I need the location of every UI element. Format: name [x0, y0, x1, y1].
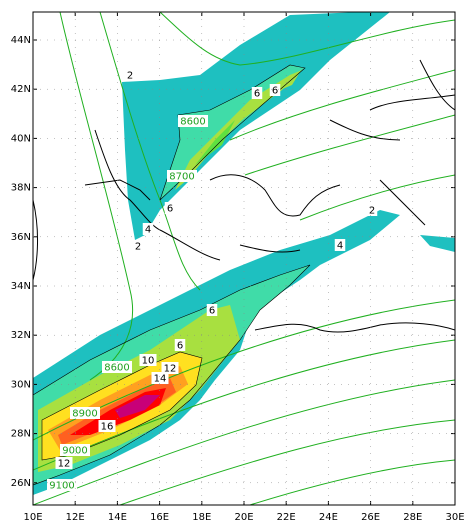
latitude-label: 34N: [11, 281, 31, 292]
contour-label-bg: [161, 362, 179, 374]
longitude-label: 18E: [192, 512, 211, 523]
contour-label: 6: [177, 341, 183, 352]
shade-outer: [420, 235, 455, 252]
latitude-label: 36N: [11, 232, 31, 243]
contour-label: 12: [58, 459, 71, 470]
contour-label-bg: [251, 87, 263, 99]
contour-label: 4: [145, 225, 151, 236]
contour-label: 9100: [49, 481, 74, 492]
longitude-label: 16E: [150, 512, 169, 523]
contour-label: 2: [127, 71, 133, 82]
longitude-label: 30E: [445, 512, 464, 523]
longitude-label: 12E: [66, 512, 85, 523]
contour-label: 2: [135, 242, 141, 253]
longitude-label: 22E: [277, 512, 296, 523]
contour-label: 6: [209, 306, 215, 317]
contour-label: 16: [101, 422, 114, 433]
contour-label: 6: [272, 86, 278, 97]
contour-label-bg: [98, 420, 116, 432]
contour-label-bg: [132, 240, 144, 252]
contour-label-bg: [102, 361, 132, 373]
contour-label-bg: [151, 372, 169, 384]
contour-label-bg: [206, 304, 218, 316]
shade-8: [115, 395, 160, 418]
longitude-label: 24E: [319, 512, 338, 523]
contour-label-bg: [142, 223, 154, 235]
contour-label: 9000: [62, 446, 87, 457]
contour-label-bg: [124, 69, 136, 81]
longitude-label: 26E: [361, 512, 380, 523]
contour-label: 6: [254, 89, 260, 100]
contour-label: 10: [142, 356, 155, 367]
contour-label: 2: [369, 206, 375, 217]
contour-label-bg: [366, 204, 378, 216]
latitude-label: 40N: [11, 133, 31, 144]
contour-label-bg: [70, 407, 100, 419]
contour-label-bg: [178, 115, 208, 127]
latitude-label: 42N: [11, 84, 31, 95]
contour-label-bg: [60, 444, 90, 456]
longitude-label: 28E: [403, 512, 422, 523]
shade-4: [195, 120, 235, 165]
contour-label-bg: [334, 239, 346, 251]
contour-label: 8700: [169, 172, 194, 183]
longitude-label: 10E: [23, 512, 42, 523]
contour-label-bg: [139, 354, 157, 366]
latitude-label: 26N: [11, 478, 31, 489]
latitude-label: 30N: [11, 379, 31, 390]
coastlines: [33, 59, 455, 333]
contour-label: 14: [154, 374, 167, 385]
contour-label-bg: [174, 339, 186, 351]
longitude-label: 20E: [234, 512, 253, 523]
contour-label-bg: [55, 457, 73, 469]
contour-label: 8900: [72, 409, 97, 420]
latitude-label: 28N: [11, 429, 31, 440]
contour-label-bg: [269, 84, 281, 96]
contour-label: 8600: [104, 363, 129, 374]
contour-label-bg: [167, 170, 197, 182]
contour-label: 6: [167, 204, 173, 215]
contour-lines: [33, 64, 311, 486]
contour-label: 4: [337, 241, 343, 252]
latitude-label: 32N: [11, 330, 31, 341]
longitude-label: 14E: [108, 512, 127, 523]
shade-outer: [122, 12, 390, 240]
contour-label: 12: [164, 364, 177, 375]
contour-label-bg: [47, 479, 77, 491]
shade-3: [275, 72, 300, 90]
contour-label: 8600: [180, 117, 205, 128]
latitude-label: 44N: [11, 35, 31, 46]
latitude-label: 38N: [11, 183, 31, 194]
contour-label-bg: [164, 202, 176, 214]
